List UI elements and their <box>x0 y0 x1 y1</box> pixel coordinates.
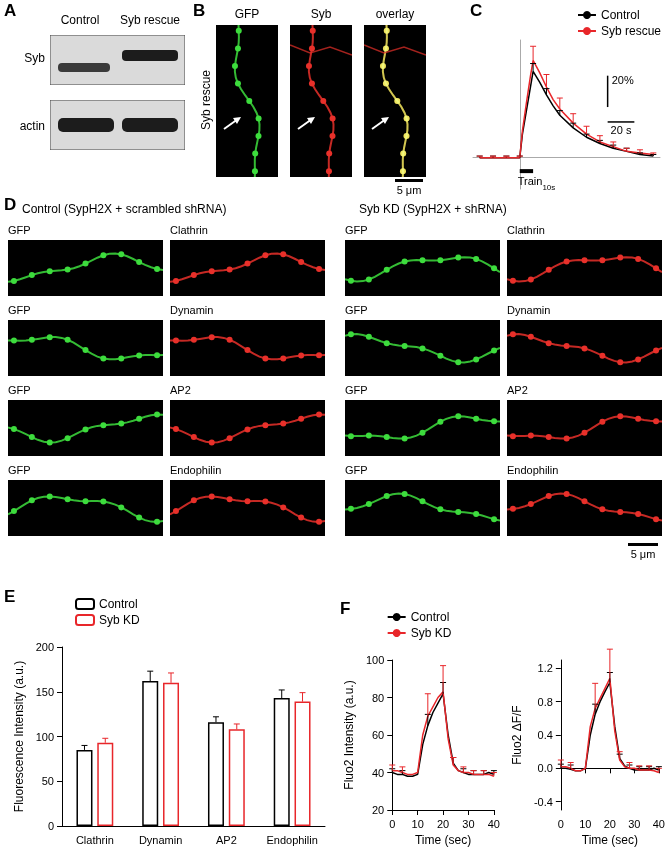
svg-text:20%: 20% <box>612 74 634 86</box>
svg-text:Syb rescue: Syb rescue <box>601 24 661 38</box>
svg-text:10: 10 <box>579 818 591 830</box>
svg-text:Control: Control <box>411 610 450 624</box>
svg-text:10: 10 <box>412 818 424 830</box>
svg-text:0.8: 0.8 <box>538 696 553 708</box>
svg-text:Dynamin: Dynamin <box>139 834 182 846</box>
html-text:GFP: GFP <box>345 384 368 396</box>
html-text:GFP: GFP <box>8 384 31 396</box>
svg-text:100: 100 <box>366 654 384 666</box>
html-text:GFP: GFP <box>8 464 31 476</box>
html-text:5 μm: 5 μm <box>630 548 656 560</box>
svg-text:30: 30 <box>462 818 474 830</box>
html-text:Clathrin: Clathrin <box>170 224 208 236</box>
html-text:Clathrin: Clathrin <box>507 224 545 236</box>
html-text:Syb rescue: Syb rescue <box>120 13 180 27</box>
svg-text:Fluo2 Intensity (a.u.): Fluo2 Intensity (a.u.) <box>342 680 356 789</box>
svg-text:Time (sec): Time (sec) <box>415 833 471 847</box>
svg-text:Endophilin: Endophilin <box>266 834 317 846</box>
svg-text:30: 30 <box>628 818 640 830</box>
html-text:Syb rescue: Syb rescue <box>199 70 214 130</box>
svg-text:Fluo2 ΔF/F: Fluo2 ΔF/F <box>510 705 524 764</box>
html-text:Syb: Syb <box>310 7 332 21</box>
svg-text:20: 20 <box>372 804 384 816</box>
html-text:C: C <box>470 1 483 20</box>
html-text:B: B <box>193 1 206 20</box>
html-text:E: E <box>4 587 16 606</box>
svg-text:0: 0 <box>558 818 564 830</box>
svg-text:Syb KD: Syb KD <box>99 613 140 627</box>
svg-text:10s: 10s <box>542 183 555 192</box>
html-text:D Control (SypH2X + scrambled: D Control (SypH2X + scrambled shRNA) <box>4 195 227 216</box>
svg-text:40: 40 <box>372 767 384 779</box>
svg-text:40: 40 <box>488 818 500 830</box>
html-text:GFP: GFP <box>345 464 368 476</box>
svg-text:Fluorescence Intensity (a.u.): Fluorescence Intensity (a.u.) <box>12 661 26 812</box>
html-text:GFP: GFP <box>234 7 260 21</box>
svg-text:0: 0 <box>48 820 54 832</box>
html-text:actin: actin <box>19 119 45 133</box>
html-text:F: F <box>340 599 351 618</box>
svg-text:Clathrin: Clathrin <box>76 834 114 846</box>
html-text:GFP: GFP <box>8 224 31 236</box>
html-text:Syb: Syb <box>24 51 45 65</box>
svg-text:20 s: 20 s <box>611 124 632 136</box>
svg-text:40: 40 <box>653 818 665 830</box>
html-text:Syb KD (SypH2X + shRNA): Syb KD (SypH2X + shRNA) <box>359 202 507 216</box>
html-text:GFP: GFP <box>8 304 31 316</box>
html-text:AP2: AP2 <box>507 384 528 396</box>
html-text:Endophilin: Endophilin <box>170 464 222 476</box>
svg-text:Train: Train <box>518 175 543 187</box>
html-text:AP2: AP2 <box>170 384 191 396</box>
svg-text:AP2: AP2 <box>216 834 237 846</box>
svg-text:Syb KD: Syb KD <box>411 626 452 640</box>
html-text:Control: Control <box>60 13 100 27</box>
svg-text:20: 20 <box>437 818 449 830</box>
svg-text:80: 80 <box>372 692 384 704</box>
svg-text:Time (sec): Time (sec) <box>582 833 638 847</box>
svg-text:1.2: 1.2 <box>538 662 553 674</box>
html-text:5 μm: 5 μm <box>396 184 422 196</box>
svg-text:0: 0 <box>389 818 395 830</box>
html-text:A: A <box>4 1 17 20</box>
html-text:GFP: GFP <box>345 304 368 316</box>
svg-text:-0.4: -0.4 <box>534 796 553 808</box>
svg-text:20: 20 <box>604 818 616 830</box>
html-text:GFP: GFP <box>345 224 368 236</box>
svg-text:100: 100 <box>36 731 54 743</box>
svg-text:0.0: 0.0 <box>538 762 553 774</box>
html-text:overlay: overlay <box>375 7 415 21</box>
svg-text:0.4: 0.4 <box>538 729 553 741</box>
svg-text:60: 60 <box>372 729 384 741</box>
svg-text:Control: Control <box>99 597 138 611</box>
html-text:Dynamin: Dynamin <box>170 304 214 316</box>
html-text:Dynamin: Dynamin <box>507 304 551 316</box>
html-text:Endophilin: Endophilin <box>507 464 559 476</box>
svg-text:50: 50 <box>42 775 54 787</box>
svg-text:Control: Control <box>601 8 640 22</box>
svg-text:200: 200 <box>36 641 54 653</box>
svg-text:150: 150 <box>36 686 54 698</box>
